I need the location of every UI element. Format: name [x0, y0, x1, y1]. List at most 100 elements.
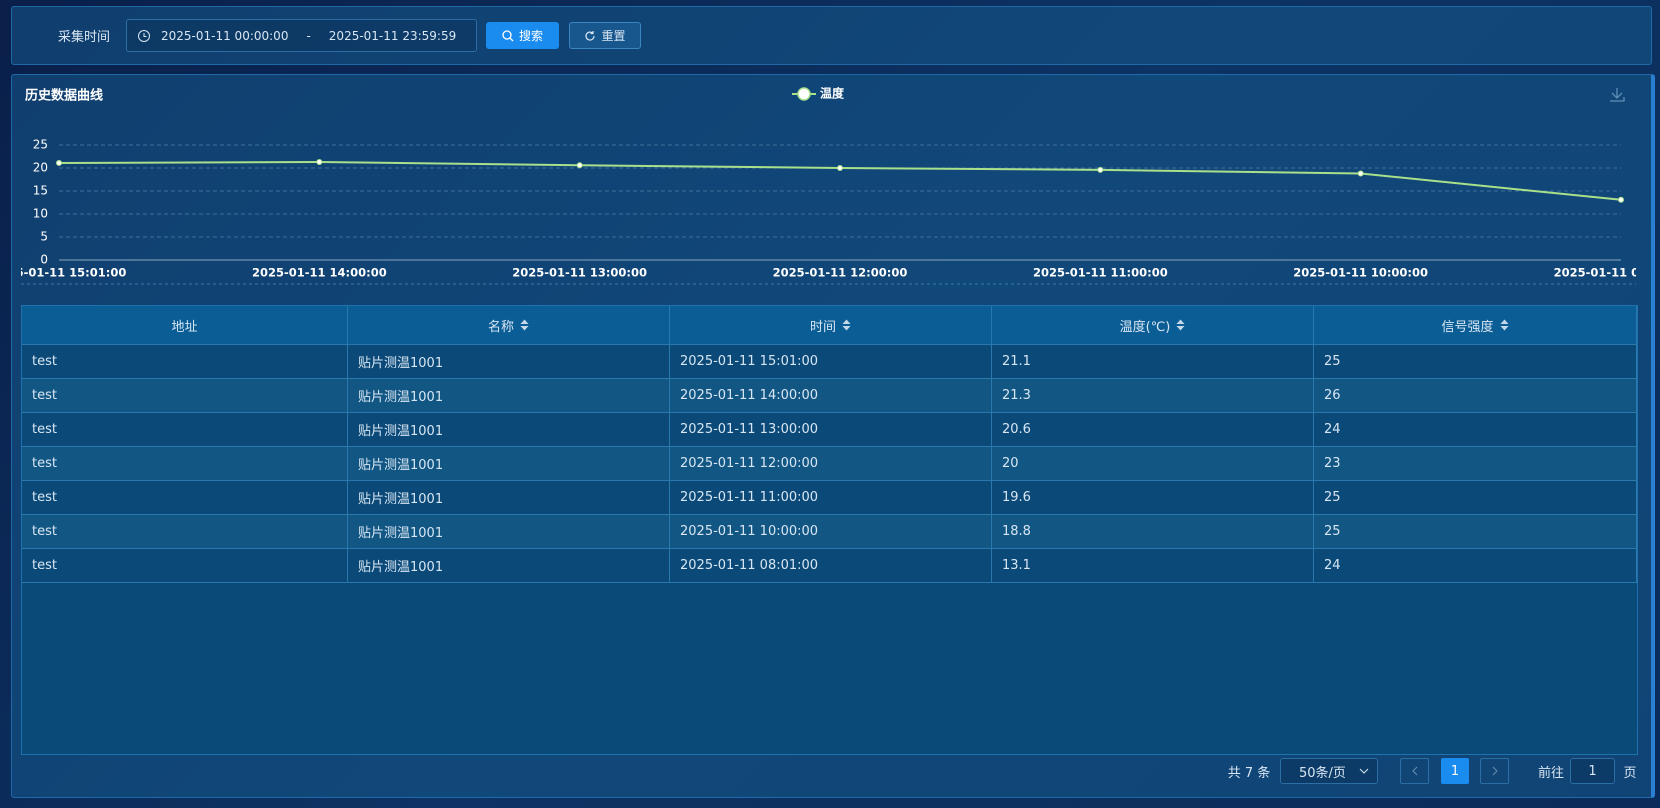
table-cell: 23 — [1314, 447, 1637, 481]
sort-icon[interactable] — [1176, 319, 1185, 331]
table-row: test贴片测温10012025-01-11 08:01:0013.124 — [22, 549, 1637, 583]
y-tick-label: 20 — [33, 161, 48, 175]
header-text: 温度(℃) — [1120, 316, 1171, 335]
table-cell: test — [22, 515, 348, 549]
table-cell: 贴片测温1001 — [348, 413, 670, 447]
table-cell: 2025-01-11 14:00:00 — [670, 379, 992, 413]
search-button[interactable]: 搜索 — [486, 22, 559, 49]
clock-icon — [137, 29, 151, 43]
table-cell: 13.1 — [992, 549, 1314, 583]
table-cell: 2025-01-11 13:00:00 — [670, 413, 992, 447]
data-point — [1619, 197, 1624, 202]
table-cell: 19.6 — [992, 481, 1314, 515]
table-cell: 24 — [1314, 549, 1637, 583]
table-cell: 2025-01-11 10:00:00 — [670, 515, 992, 549]
table-cell: test — [22, 413, 348, 447]
sort-icon[interactable] — [1500, 319, 1509, 331]
legend-label: 温度 — [820, 86, 845, 101]
table-row: test贴片测温10012025-01-11 13:00:0020.624 — [22, 413, 1637, 447]
table-cell: 21.3 — [992, 379, 1314, 413]
table-cell: test — [22, 481, 348, 515]
table-cell: 25 — [1314, 515, 1637, 549]
table-cell: 2025-01-11 08:01:00 — [670, 549, 992, 583]
table-cell: 贴片测温1001 — [348, 447, 670, 481]
dropdown-arrow — [1359, 768, 1369, 774]
header-text: 时间 — [810, 316, 836, 335]
data-point — [317, 160, 322, 165]
filter-label: 采集时间 — [58, 26, 110, 45]
table-cell: test — [22, 447, 348, 481]
header-row: 地址 名称 时间 温度(℃) 信号强度 — [22, 306, 1637, 345]
table-cell: 2025-01-11 15:01:00 — [670, 345, 992, 379]
table-cell: 2025-01-11 12:00:00 — [670, 447, 992, 481]
header-cell: 信号强度 — [1314, 306, 1637, 345]
total-count: 共 7 条 — [1224, 758, 1274, 784]
header-cell: 地址 — [22, 306, 348, 345]
header-text: 名称 — [488, 316, 514, 335]
data-point — [1098, 167, 1103, 172]
page-size-select[interactable]: 50条/页 — [1280, 758, 1378, 784]
table-cell: 贴片测温1001 — [348, 345, 670, 379]
y-tick-label: 25 — [33, 138, 48, 152]
table-cell: 2025-01-11 11:00:00 — [670, 481, 992, 515]
table-cell: 贴片测温1001 — [348, 481, 670, 515]
reset-button[interactable]: 重置 — [569, 22, 641, 49]
table-row: test贴片测温10012025-01-11 11:00:0019.625 — [22, 481, 1637, 515]
page-unit: 页 — [1619, 758, 1641, 784]
data-point — [57, 160, 62, 165]
data-point — [1358, 171, 1363, 176]
table-row: test贴片测温10012025-01-11 15:01:0021.125 — [22, 345, 1637, 379]
table-cell: 26 — [1314, 379, 1637, 413]
date-range[interactable]: 2025-01-11 00:00:00 - 2025-01-11 23:59:5… — [126, 19, 477, 52]
download-icon[interactable] — [1610, 88, 1624, 101]
table-cell: 25 — [1314, 481, 1637, 515]
range-separator: - — [306, 29, 310, 43]
goto-input[interactable]: 1 — [1570, 758, 1615, 784]
data-point — [577, 163, 582, 168]
goto-label: 前往 — [1534, 758, 1568, 784]
end-date: 2025-01-11 23:59:59 — [329, 29, 456, 43]
table-row: test贴片测温10012025-01-11 10:00:0018.825 — [22, 515, 1637, 549]
sort-icon[interactable] — [842, 319, 851, 331]
reset-text: 重置 — [601, 27, 625, 44]
table-cell: 贴片测温1001 — [348, 515, 670, 549]
chart: 历史数据曲线 05101520252025-01-11 15:01:002025… — [21, 74, 1636, 289]
current-page[interactable]: 1 — [1441, 758, 1469, 784]
prev-arrow — [1412, 766, 1418, 776]
reset-icon — [584, 30, 596, 42]
x-tick-label: 2025-01-11 13:00:00 — [512, 266, 647, 280]
table-cell: 20 — [992, 447, 1314, 481]
header-cell: 名称 — [348, 306, 670, 345]
search-icon — [502, 30, 514, 42]
table-cell: 25 — [1314, 345, 1637, 379]
table-row: test贴片测温10012025-01-11 14:00:0021.326 — [22, 379, 1637, 413]
table-cell: test — [22, 549, 348, 583]
x-tick-label: 2025-01-11 10:00:00 — [1293, 266, 1428, 280]
x-tick-label: 2025-01-11 14:00:00 — [252, 266, 387, 280]
search-text: 搜索 — [519, 27, 543, 44]
header-text: 信号强度 — [1441, 316, 1493, 335]
header-cell: 时间 — [670, 306, 992, 345]
table-row: test贴片测温10012025-01-11 12:00:002023 — [22, 447, 1637, 481]
y-tick-label: 15 — [33, 184, 48, 198]
x-tick-label: 2025-01-11 15:01:00 — [21, 266, 126, 280]
table-cell: test — [22, 345, 348, 379]
page-size: 50条/页 — [1299, 762, 1346, 781]
next-page[interactable] — [1480, 758, 1509, 784]
y-tick-label: 5 — [40, 230, 48, 244]
sort-icon[interactable] — [520, 319, 529, 331]
table-cell: 24 — [1314, 413, 1637, 447]
header-text: 地址 — [171, 316, 197, 335]
data-table: 地址名称时间温度(℃)信号强度test贴片测温10012025-01-11 15… — [21, 305, 1638, 755]
data-point — [838, 166, 843, 171]
table-cell: 20.6 — [992, 413, 1314, 447]
y-tick-label: 0 — [40, 253, 48, 267]
prev-page[interactable] — [1400, 758, 1429, 784]
table-cell: 21.1 — [992, 345, 1314, 379]
table-cell: test — [22, 379, 348, 413]
header-cell: 温度(℃) — [992, 306, 1314, 345]
x-tick-label: 2025-01-11 08:01:00 — [1554, 266, 1636, 280]
table-cell: 18.8 — [992, 515, 1314, 549]
chart-title: 历史数据曲线 — [25, 88, 103, 104]
